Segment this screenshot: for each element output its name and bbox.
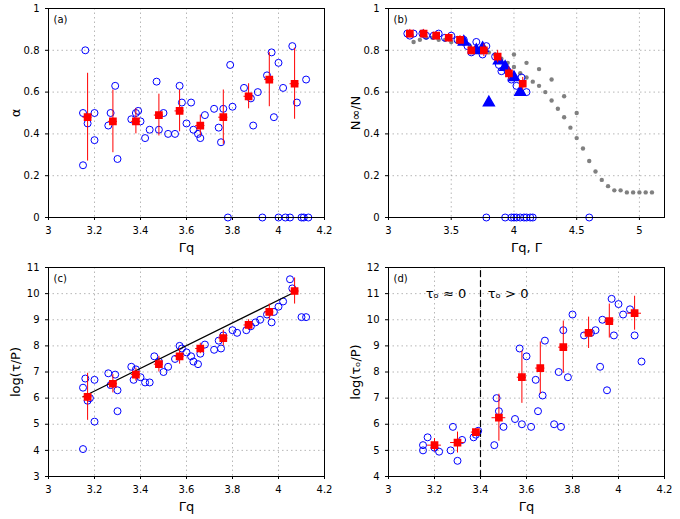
svg-text:3.8: 3.8 [565,484,581,495]
svg-text:0.4: 0.4 [364,128,380,139]
svg-text:6: 6 [33,392,39,403]
svg-text:(d): (d) [394,273,408,284]
svg-text:τₒ > 0: τₒ > 0 [488,286,529,301]
svg-text:4: 4 [615,484,621,495]
svg-text:8: 8 [33,340,39,351]
svg-text:3: 3 [385,484,391,495]
svg-text:α: α [8,109,23,118]
svg-text:0.8: 0.8 [24,45,40,56]
svg-text:0.4: 0.4 [24,128,40,139]
svg-text:3.6: 3.6 [179,484,195,495]
svg-text:3.4: 3.4 [133,484,149,495]
svg-text:4.5: 4.5 [569,225,585,236]
svg-text:10: 10 [27,288,40,299]
svg-text:(b): (b) [394,14,408,25]
svg-text:7: 7 [33,366,39,377]
svg-text:Γq, Γ: Γq, Γ [511,240,543,255]
svg-text:τₒ ≈ 0: τₒ ≈ 0 [426,286,467,301]
svg-text:log(τₒ/P): log(τₒ/P) [348,344,363,399]
svg-text:3: 3 [45,225,51,236]
svg-text:4: 4 [275,225,281,236]
svg-text:6: 6 [373,418,379,429]
svg-text:5: 5 [373,445,379,456]
svg-text:11: 11 [367,288,380,299]
svg-text:3.5: 3.5 [443,225,459,236]
svg-text:Γq: Γq [179,499,195,514]
svg-text:0.2: 0.2 [364,170,380,181]
svg-text:3.4: 3.4 [473,484,489,495]
svg-text:3.6: 3.6 [179,225,195,236]
svg-text:4.2: 4.2 [317,484,333,495]
svg-text:1: 1 [33,3,39,14]
svg-text:3.6: 3.6 [519,484,535,495]
svg-text:10: 10 [367,314,380,325]
svg-text:Γq: Γq [519,499,535,514]
svg-text:12: 12 [367,262,380,273]
svg-text:0: 0 [373,212,379,223]
svg-text:3.2: 3.2 [87,484,103,495]
svg-text:8: 8 [373,366,379,377]
svg-text:4.2: 4.2 [657,484,673,495]
svg-text:Γq: Γq [179,240,195,255]
svg-text:3.2: 3.2 [87,225,103,236]
svg-text:3: 3 [33,471,39,482]
svg-text:4: 4 [33,445,39,456]
svg-text:11: 11 [27,262,40,273]
svg-text:7: 7 [373,392,379,403]
svg-text:0.6: 0.6 [24,86,40,97]
svg-text:(c): (c) [54,273,67,284]
svg-text:5: 5 [636,225,642,236]
svg-text:log(τ/P): log(τ/P) [8,347,23,397]
svg-text:3.8: 3.8 [225,225,241,236]
svg-text:3: 3 [45,484,51,495]
svg-text:0: 0 [33,212,39,223]
svg-text:9: 9 [33,314,39,325]
svg-text:4: 4 [275,484,281,495]
svg-text:3: 3 [385,225,391,236]
svg-text:5: 5 [33,418,39,429]
svg-text:3.4: 3.4 [133,225,149,236]
svg-text:4: 4 [511,225,517,236]
svg-text:N∞/N: N∞/N [348,96,363,131]
svg-text:3.8: 3.8 [225,484,241,495]
svg-text:1: 1 [373,3,379,14]
svg-text:0.8: 0.8 [364,45,380,56]
svg-text:3.2: 3.2 [427,484,443,495]
svg-text:0.2: 0.2 [24,170,40,181]
svg-text:(a): (a) [54,14,68,25]
svg-text:9: 9 [373,340,379,351]
svg-text:4: 4 [373,471,379,482]
svg-text:4.2: 4.2 [317,225,333,236]
svg-text:0.6: 0.6 [364,86,380,97]
